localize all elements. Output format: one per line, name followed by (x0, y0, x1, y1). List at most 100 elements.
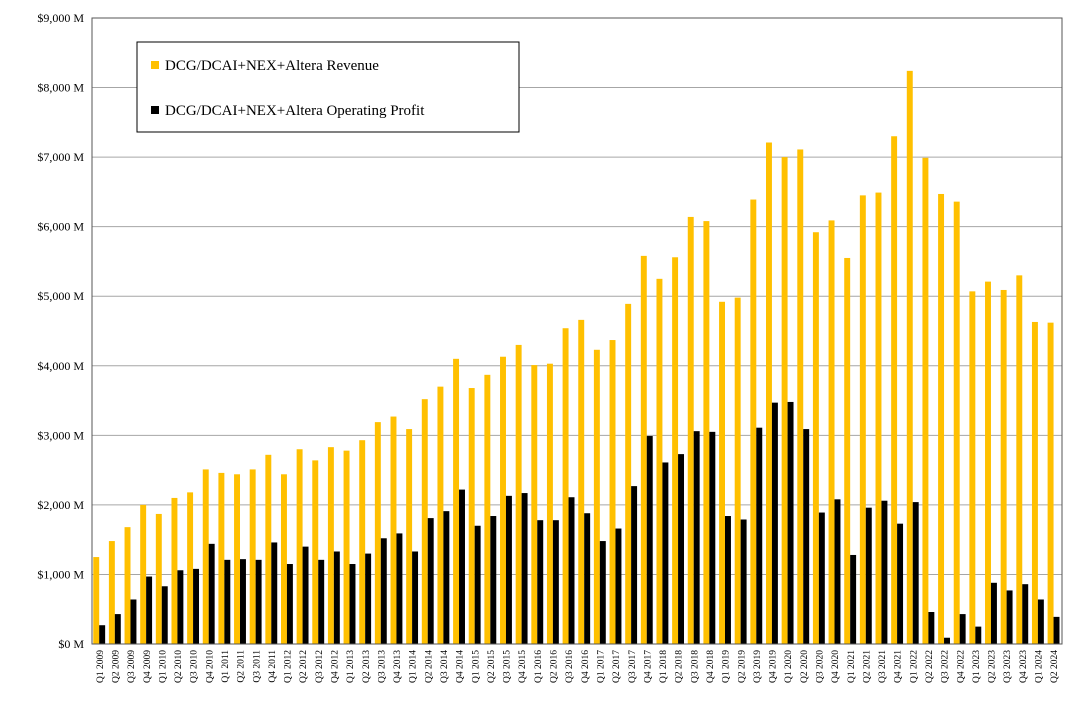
x-tick-label: Q1 2013 (346, 650, 356, 683)
x-tick-label: Q2 2024 (1050, 650, 1060, 683)
x-tick-label: Q1 2015 (471, 650, 481, 683)
operating-profit-bar (396, 533, 403, 644)
revenue-bar (531, 365, 538, 644)
x-tick-label: Q2 2014 (424, 650, 434, 683)
x-tick-label: Q2 2010 (174, 650, 184, 683)
revenue-bar (875, 192, 882, 644)
x-tick-label: Q1 2014 (409, 650, 419, 683)
operating-profit-bar (881, 500, 888, 644)
revenue-bar (546, 363, 553, 644)
legend: DCG/DCAI+NEX+Altera Revenue DCG/DCAI+NEX… (136, 41, 520, 133)
bars (93, 70, 1060, 645)
revenue-bar (1047, 322, 1054, 644)
revenue-bar (719, 301, 726, 644)
plot-area-border (91, 17, 1063, 645)
revenue-bar (765, 142, 772, 644)
x-tick-label: Q3 2011 (252, 650, 262, 683)
operating-profit-bar (193, 568, 200, 644)
revenue-bar (891, 136, 898, 644)
legend-swatch-revenue (151, 61, 159, 69)
revenue-bar (703, 221, 710, 644)
revenue-bar (969, 291, 976, 644)
operating-profit-bar (537, 520, 544, 644)
revenue-bar (453, 358, 460, 644)
revenue-bar (609, 340, 616, 644)
revenue-bar (922, 157, 929, 644)
operating-profit-bar (427, 518, 434, 644)
operating-profit-bar (365, 553, 372, 644)
x-tick-label: Q2 2021 (862, 650, 872, 683)
x-tick-label: Q2 2015 (487, 650, 497, 683)
y-tick-label: $1,000 M (37, 567, 84, 581)
y-tick-label: $7,000 M (37, 150, 84, 164)
operating-profit-bar (975, 626, 982, 644)
revenue-bar (390, 416, 397, 644)
operating-profit-bar (928, 612, 935, 644)
revenue-bar (562, 328, 569, 644)
revenue-bar (484, 374, 491, 644)
operating-profit-bar (662, 462, 669, 644)
legend-label-revenue: DCG/DCAI+NEX+Altera Revenue (165, 58, 379, 74)
x-tick-label: Q3 2017 (628, 650, 638, 683)
x-tick-label: Q2 2019 (737, 650, 747, 683)
x-tick-label: Q3 2015 (503, 650, 513, 683)
revenue-bar (249, 469, 256, 644)
revenue-bar (93, 557, 100, 644)
y-tick-label: $2,000 M (37, 498, 84, 512)
operating-profit-bar (787, 401, 794, 644)
x-tick-label: Q4 2022 (956, 650, 966, 683)
operating-profit-bar (224, 559, 231, 644)
operating-profit-bar (177, 570, 184, 644)
x-tick-label: Q3 2018 (690, 650, 700, 683)
y-tick-label: $9,000 M (37, 11, 84, 25)
revenue-bar (124, 527, 131, 644)
x-tick-label: Q2 2011 (237, 650, 247, 683)
operating-profit-bar (740, 519, 747, 644)
operating-profit-bar (631, 486, 638, 644)
operating-profit-bar (333, 551, 340, 644)
revenue-bar (828, 220, 835, 644)
revenue-bar (625, 303, 632, 644)
legend-box (136, 41, 520, 133)
y-tick-label: $3,000 M (37, 428, 84, 442)
operating-profit-bar (474, 525, 481, 644)
x-tick-label: Q1 2020 (784, 650, 794, 683)
operating-profit-bar (130, 599, 137, 644)
y-tick-label: $5,000 M (37, 289, 84, 303)
operating-profit-bar (990, 582, 997, 644)
revenue-bar (343, 450, 350, 644)
operating-profit-bar (271, 542, 278, 644)
revenue-bar (312, 460, 319, 644)
x-tick-label: Q4 2013 (393, 650, 403, 683)
revenue-bar (437, 386, 444, 644)
revenue-bar (515, 344, 522, 644)
operating-profit-bar (443, 511, 450, 644)
operating-profit-bar (897, 523, 904, 644)
revenue-bar (781, 157, 788, 644)
operating-profit-bar (318, 559, 325, 644)
x-tick-label: Q4 2010 (205, 650, 215, 683)
operating-profit-bar (459, 489, 465, 644)
revenue-bar (265, 454, 272, 644)
y-tick-label: $0 M (58, 637, 84, 651)
revenue-bar (672, 257, 679, 644)
operating-profit-bar (599, 541, 606, 644)
x-tick-label: Q4 2016 (581, 650, 591, 683)
x-tick-label: Q1 2019 (722, 650, 732, 683)
x-tick-label: Q2 2023 (988, 650, 998, 683)
revenue-bar (593, 349, 600, 644)
x-tick-label: Q3 2014 (440, 650, 450, 683)
revenue-bar (406, 429, 413, 644)
x-tick-label: Q3 2023 (1003, 650, 1013, 683)
revenue-bar (359, 440, 366, 644)
operating-profit-bar (505, 495, 512, 644)
operating-profit-bar (818, 512, 825, 644)
operating-profit-bar (412, 551, 419, 644)
y-tick-label: $4,000 M (37, 359, 84, 373)
revenue-bar (985, 281, 991, 644)
legend-swatch-operating-profit (151, 106, 159, 114)
x-tick-label: Q2 2013 (362, 650, 372, 683)
x-tick-label: Q3 2013 (377, 650, 387, 683)
y-axis-tick-labels: $0 M $1,000 M $2,000 M $3,000 M $4,000 M $5,0… (37, 11, 84, 651)
operating-profit-bar (146, 576, 153, 644)
